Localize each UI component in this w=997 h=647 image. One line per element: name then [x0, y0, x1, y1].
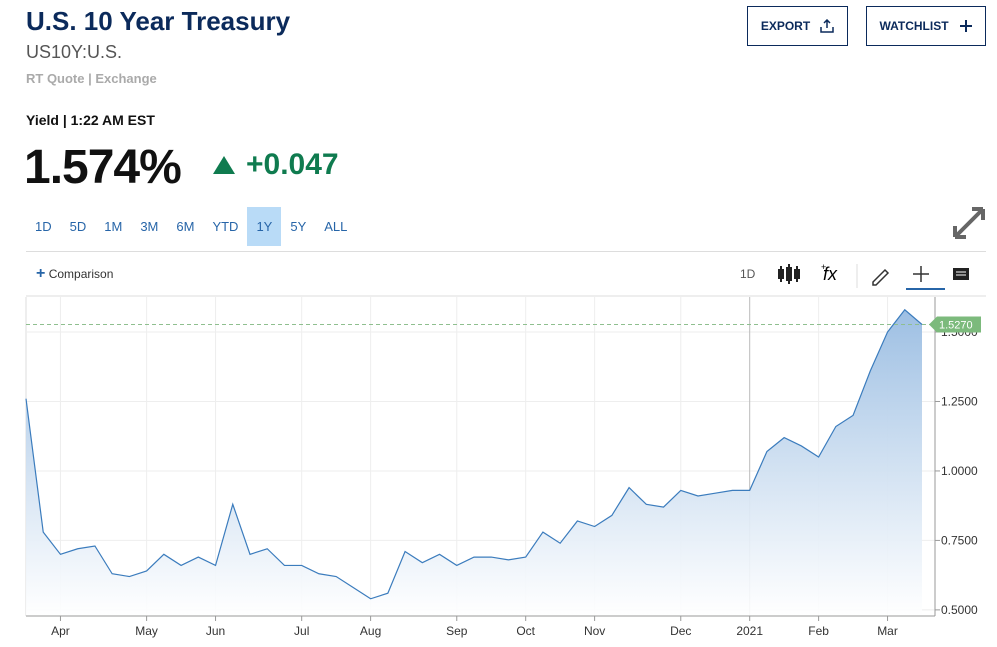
area — [26, 309, 922, 616]
label: EXPORT — [760, 19, 811, 33]
up-arrow — [213, 156, 235, 174]
x-tick-label: Dec — [670, 624, 691, 638]
x-tick-label: Mar — [877, 624, 898, 638]
toolbar-icons: fx+ — [778, 262, 969, 290]
timeframe-button[interactable]: 1D — [35, 219, 52, 234]
y-tick-label: 0.7500 — [941, 533, 978, 547]
price: 1.574% — [24, 141, 182, 194]
timeframes: 1D 5D 1M 3M 6M YTD 1Y 5Y ALL — [26, 207, 356, 246]
x-tick-label: 2021 — [736, 624, 763, 638]
label: Comparison — [48, 267, 114, 281]
timeframe-button[interactable]: 1Y — [247, 207, 282, 246]
change: +0.047 — [246, 148, 339, 181]
x-tick-label: May — [135, 624, 158, 638]
symbol: US10Y:U.S. — [26, 42, 123, 62]
source: RT Quote | Exchange — [26, 71, 157, 86]
x-tick-label: Jun — [206, 624, 225, 638]
timeframe-button[interactable]: 1M — [104, 219, 123, 234]
y-tick-label: 0.5000 — [941, 603, 978, 617]
icon — [820, 19, 834, 33]
quote-label: Yield | 1:22 AM EST — [26, 112, 155, 128]
y-tick-label: 1.0000 — [941, 464, 978, 478]
x-tick-label: Nov — [584, 624, 605, 638]
export-button[interactable]: EXPORT — [747, 6, 848, 46]
interval[interactable]: 1D — [740, 267, 756, 281]
timeframe-button[interactable]: YTD — [212, 219, 239, 234]
x-tick-label: Aug — [360, 624, 381, 638]
svg-text:fx: fx — [823, 264, 838, 284]
expand-icon[interactable] — [952, 206, 986, 240]
last-value-label: 1.5270 — [939, 320, 973, 332]
watchlist-button[interactable]: WATCHLIST — [866, 6, 986, 46]
last-value-tag — [929, 316, 981, 333]
timeframe-button[interactable]: 5Y — [290, 219, 307, 234]
x-tick-label: Apr — [51, 624, 70, 638]
timeframe-button[interactable]: 3M — [140, 219, 159, 234]
divider — [26, 251, 986, 252]
svg-text:+: + — [821, 262, 826, 272]
x-tick-label: Oct — [516, 624, 535, 638]
title: U.S. 10 Year Treasury — [26, 6, 291, 36]
y-tick-label: 1.2500 — [941, 394, 978, 408]
timeframe-button[interactable]: 6M — [176, 219, 195, 234]
timeframe-button[interactable]: ALL — [324, 219, 348, 234]
line — [25, 308, 923, 600]
x-tick-label: Sep — [446, 624, 468, 638]
x-tick-label: Jul — [294, 624, 309, 638]
label: WATCHLIST — [879, 19, 949, 33]
x-tick-label: Feb — [808, 624, 829, 638]
comparison-button[interactable]: + Comparison — [36, 265, 114, 282]
icon — [959, 20, 972, 32]
timeframe-button[interactable]: 5D — [69, 219, 87, 234]
